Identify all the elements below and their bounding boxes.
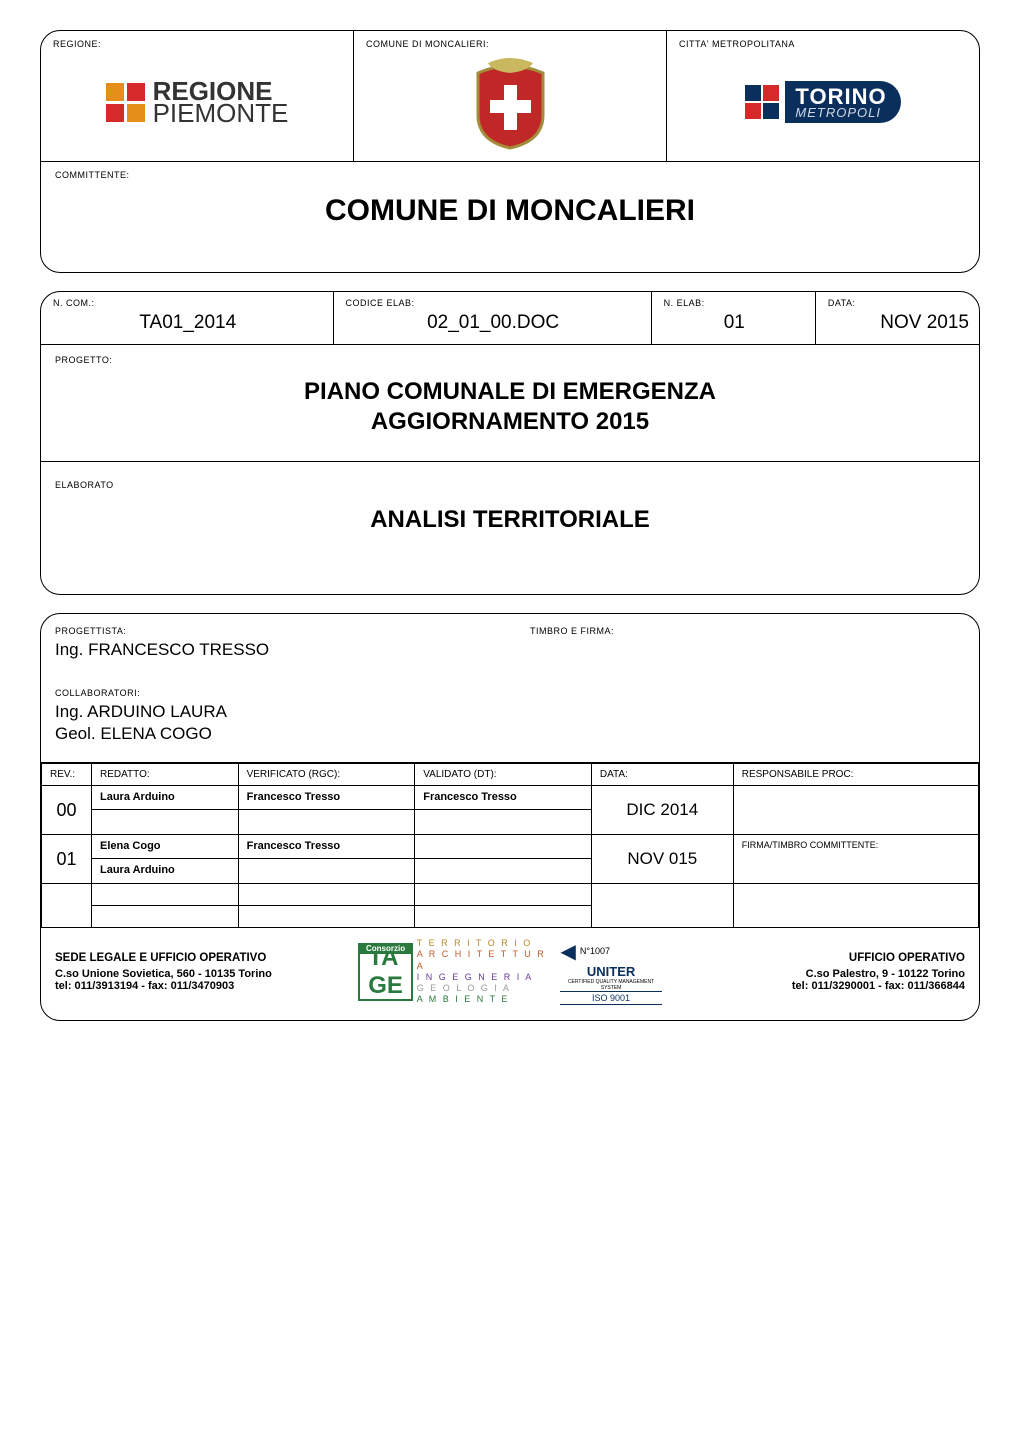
codice-label: CODICE ELAB:: [346, 298, 641, 308]
rev-h-rev: REV.:: [42, 764, 92, 786]
uniter-name: UNITER: [560, 964, 661, 979]
footer-left-tel: tel: 011/3913194 - fax: 011/3470903: [55, 980, 358, 992]
citta-cell: CITTA' METROPOLITANA TORINO METROPOLI: [667, 31, 979, 161]
footer-left-title: SEDE LEGALE E UFFICIO OPERATIVO: [55, 952, 358, 964]
rev0-num: 00: [42, 786, 92, 835]
rev1-data: NOV 015: [591, 835, 733, 884]
footer-right-title: UFFICIO OPERATIVO: [662, 952, 965, 964]
rev1-num: 01: [42, 835, 92, 884]
uniter-arrow-icon: ◀: [560, 939, 575, 964]
ncom-label: N. COM.:: [53, 298, 323, 308]
nelab-cell: N. ELAB: 01: [652, 292, 816, 344]
collab2: Geol. ELENA COGO: [55, 724, 490, 744]
rev-table: REV.: REDATTO: VERIFICATO (RGC): VALIDAT…: [41, 763, 979, 928]
comune-label: COMUNE DI MONCALIERI:: [366, 39, 654, 49]
codice-value: 02_01_00.DOC: [346, 312, 641, 334]
rev0-responsabile: [733, 786, 978, 835]
footer-row: SEDE LEGALE E UFFICIO OPERATIVO C.so Uni…: [41, 928, 979, 1020]
collab-label: COLLABORATORI:: [55, 688, 490, 698]
meta-frame: N. COM.: TA01_2014 CODICE ELAB: 02_01_00…: [40, 291, 980, 595]
regione-logo-text: REGIONE PIEMONTE: [153, 80, 289, 124]
torino-squares-icon: [745, 85, 779, 119]
committente-title: COMUNE DI MONCALIERI: [55, 194, 965, 228]
consorzio-box-icon: TAGE: [358, 943, 412, 1001]
nelab-label: N. ELAB:: [664, 298, 805, 308]
footer-right-tel: tel: 011/3290001 - fax: 011/366844: [662, 980, 965, 992]
elaborato-row: ELABORATO ANALISI TERRITORIALE: [41, 462, 979, 594]
meta-row: N. COM.: TA01_2014 CODICE ELAB: 02_01_00…: [41, 292, 979, 345]
citta-label: CITTA' METROPOLITANA: [679, 39, 967, 49]
rev-h-validato: VALIDATO (DT):: [415, 764, 592, 786]
footer-left: SEDE LEGALE E UFFICIO OPERATIVO C.so Uni…: [55, 952, 358, 992]
progetto-label: PROGETTO:: [55, 355, 965, 365]
rev-h-redatto: REDATTO:: [92, 764, 239, 786]
people-row: PROGETTISTA: Ing. FRANCESCO TRESSO COLLA…: [41, 614, 979, 763]
uniter-n: N°1007: [580, 946, 610, 956]
header-frame: REGIONE: REGIONE PIEMONTE COMUNE DI MONC…: [40, 30, 980, 273]
footer-right-addr: C.so Palestro, 9 - 10122 Torino: [662, 968, 965, 980]
uniter-sub: CERTIFIED QUALITY MANAGEMENT SYSTEM: [560, 979, 661, 991]
people-left: PROGETTISTA: Ing. FRANCESCO TRESSO COLLA…: [55, 626, 490, 744]
committente-row: COMMITTENTE: COMUNE DI MONCALIERI: [41, 161, 979, 272]
comune-crest-area: [366, 53, 654, 151]
codice-cell: CODICE ELAB: 02_01_00.DOC: [334, 292, 652, 344]
rev-row-empty1: [42, 884, 979, 906]
consorzio-words: T E R R I T O R I O A R C H I T E T T U …: [417, 938, 549, 1006]
collab1: Ing. ARDUINO LAURA: [55, 702, 490, 722]
rev0-verificato: Francesco Tresso: [238, 786, 415, 835]
rev1-redatto: Elena Cogo Laura Arduino: [92, 835, 239, 884]
regione-cell: REGIONE: REGIONE PIEMONTE: [41, 31, 354, 161]
regione-logo: REGIONE PIEMONTE: [106, 80, 289, 124]
comune-crest-icon: [468, 55, 553, 150]
rev-row-1: 01 Elena Cogo Laura Arduino Francesco Tr…: [42, 835, 979, 884]
header-row: REGIONE: REGIONE PIEMONTE COMUNE DI MONC…: [41, 31, 979, 161]
progettista-name: Ing. FRANCESCO TRESSO: [55, 640, 490, 660]
uniter-iso: ISO 9001: [560, 991, 661, 1005]
rev-row-0: 00 Laura Arduino Francesco Tresso France…: [42, 786, 979, 835]
rev-h-verificato: VERIFICATO (RGC):: [238, 764, 415, 786]
rev1-responsabile: FIRMA/TIMBRO COMMITTENTE:: [733, 835, 978, 884]
footer-right: UFFICIO OPERATIVO C.so Palestro, 9 - 101…: [662, 952, 965, 992]
rev0-redatto: Laura Arduino: [92, 786, 239, 835]
nelab-value: 01: [664, 312, 805, 334]
ncom-cell: N. COM.: TA01_2014: [41, 292, 334, 344]
torino-logo: TORINO METROPOLI: [745, 81, 900, 122]
torino-logo-text: TORINO METROPOLI: [785, 81, 900, 122]
progettista-label: PROGETTISTA:: [55, 626, 490, 636]
data-value: NOV 2015: [828, 312, 969, 334]
data-cell: DATA: NOV 2015: [816, 292, 979, 344]
rev1-verificato: Francesco Tresso: [238, 835, 415, 884]
rev-h-responsabile: RESPONSABILE PROC:: [733, 764, 978, 786]
footer-center: TAGE T E R R I T O R I O A R C H I T E T…: [358, 938, 661, 1006]
elaborato-title: ANALISI TERRITORIALE: [55, 506, 965, 534]
data-label: DATA:: [828, 298, 969, 308]
people-right: TIMBRO E FIRMA:: [490, 626, 965, 744]
committente-label: COMMITTENTE:: [55, 170, 965, 180]
comune-cell: COMUNE DI MONCALIERI:: [354, 31, 667, 161]
progetto-title: PIANO COMUNALE DI EMERGENZA AGGIORNAMENT…: [55, 377, 965, 437]
consorzio-logo: TAGE T E R R I T O R I O A R C H I T E T…: [358, 938, 548, 1006]
ncom-value: TA01_2014: [53, 312, 323, 334]
rev1-validato: [415, 835, 592, 884]
uniter-logo: ◀ N°1007 UNITER CERTIFIED QUALITY MANAGE…: [560, 939, 661, 1005]
regione-label: REGIONE:: [53, 39, 341, 49]
footer-left-addr: C.so Unione Sovietica, 560 - 10135 Torin…: [55, 968, 358, 980]
regione-logo-area: REGIONE PIEMONTE: [53, 53, 341, 151]
rev0-validato: Francesco Tresso: [415, 786, 592, 835]
elaborato-label: ELABORATO: [55, 480, 965, 490]
torino-logo-area: TORINO METROPOLI: [679, 53, 967, 151]
progetto-row: PROGETTO: PIANO COMUNALE DI EMERGENZA AG…: [41, 345, 979, 462]
rev-h-data: DATA:: [591, 764, 733, 786]
timbro-label: TIMBRO E FIRMA:: [530, 626, 965, 636]
bottom-frame: PROGETTISTA: Ing. FRANCESCO TRESSO COLLA…: [40, 613, 980, 1021]
rev0-data: DIC 2014: [591, 786, 733, 835]
rev-header-row: REV.: REDATTO: VERIFICATO (RGC): VALIDAT…: [42, 764, 979, 786]
regione-squares-icon: [106, 83, 145, 122]
